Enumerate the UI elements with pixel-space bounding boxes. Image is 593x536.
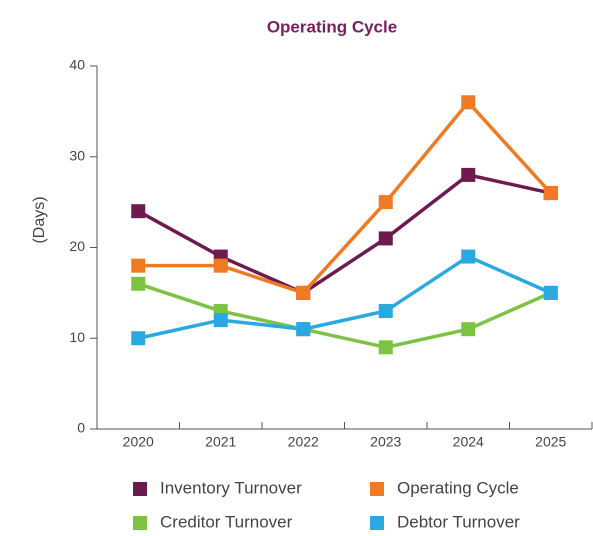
point <box>461 95 476 110</box>
legend-swatch <box>133 482 147 496</box>
x-tick-label: 2024 <box>453 434 484 450</box>
point <box>378 231 393 246</box>
series-line <box>137 282 552 350</box>
legend-swatch <box>133 516 147 530</box>
series-line <box>138 99 553 295</box>
legend-label: Creditor Turnover <box>160 512 293 531</box>
x-tick-label: 2021 <box>205 434 236 450</box>
y-tick-label: 10 <box>69 329 85 345</box>
series-line <box>137 254 552 340</box>
legend-label: Debtor Turnover <box>397 512 520 531</box>
point <box>461 322 476 337</box>
y-tick-label: 30 <box>69 147 85 163</box>
x-tick-label: 2020 <box>123 434 154 450</box>
legend-swatch <box>370 482 384 496</box>
y-axis-label: (Days) <box>31 196 48 243</box>
legend-swatch <box>370 516 384 530</box>
y-tick-label: 20 <box>69 238 85 254</box>
series-line <box>137 173 552 295</box>
point <box>543 186 558 201</box>
point <box>296 322 311 337</box>
point <box>378 195 393 210</box>
point <box>543 285 558 300</box>
point <box>461 167 476 182</box>
point <box>131 204 146 219</box>
point <box>131 331 146 346</box>
point <box>296 285 311 300</box>
point <box>131 276 146 291</box>
point <box>213 258 228 273</box>
y-tick-label: 0 <box>77 420 85 436</box>
point <box>378 340 393 355</box>
x-tick-label: 2023 <box>370 434 401 450</box>
point <box>461 249 476 264</box>
chart-title: Operating Cycle <box>267 17 397 36</box>
x-tick-label: 2022 <box>288 434 319 450</box>
point <box>378 304 393 319</box>
point <box>213 313 228 328</box>
legend-label: Operating Cycle <box>397 478 519 497</box>
x-tick-label: 2025 <box>535 434 566 450</box>
point <box>131 258 146 273</box>
y-tick-label: 40 <box>69 57 85 73</box>
legend-label: Inventory Turnover <box>160 478 302 497</box>
